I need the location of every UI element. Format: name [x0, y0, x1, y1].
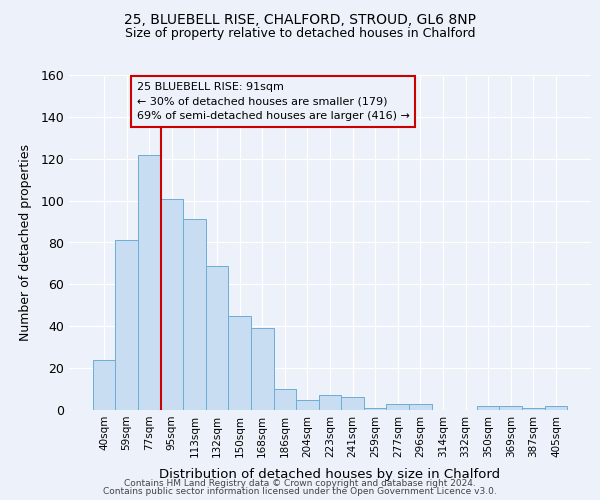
X-axis label: Distribution of detached houses by size in Chalford: Distribution of detached houses by size …	[160, 468, 500, 481]
Bar	[229, 316, 251, 410]
Y-axis label: Number of detached properties: Number of detached properties	[19, 144, 32, 341]
Bar	[296, 400, 319, 410]
Bar	[138, 154, 161, 410]
Text: Size of property relative to detached houses in Chalford: Size of property relative to detached ho…	[125, 28, 475, 40]
Bar	[115, 240, 138, 410]
Bar	[161, 198, 183, 410]
Text: Contains public sector information licensed under the Open Government Licence v3: Contains public sector information licen…	[103, 487, 497, 496]
Bar	[319, 396, 341, 410]
Bar	[499, 406, 522, 410]
Bar	[93, 360, 115, 410]
Bar	[545, 406, 567, 410]
Bar	[341, 398, 364, 410]
Bar	[183, 220, 206, 410]
Bar	[386, 404, 409, 410]
Bar	[409, 404, 431, 410]
Bar	[251, 328, 274, 410]
Bar	[522, 408, 545, 410]
Bar	[274, 389, 296, 410]
Text: 25 BLUEBELL RISE: 91sqm
← 30% of detached houses are smaller (179)
69% of semi-d: 25 BLUEBELL RISE: 91sqm ← 30% of detache…	[137, 82, 410, 122]
Bar	[477, 406, 499, 410]
Text: 25, BLUEBELL RISE, CHALFORD, STROUD, GL6 8NP: 25, BLUEBELL RISE, CHALFORD, STROUD, GL6…	[124, 12, 476, 26]
Bar	[364, 408, 386, 410]
Text: Contains HM Land Registry data © Crown copyright and database right 2024.: Contains HM Land Registry data © Crown c…	[124, 478, 476, 488]
Bar	[206, 266, 229, 410]
